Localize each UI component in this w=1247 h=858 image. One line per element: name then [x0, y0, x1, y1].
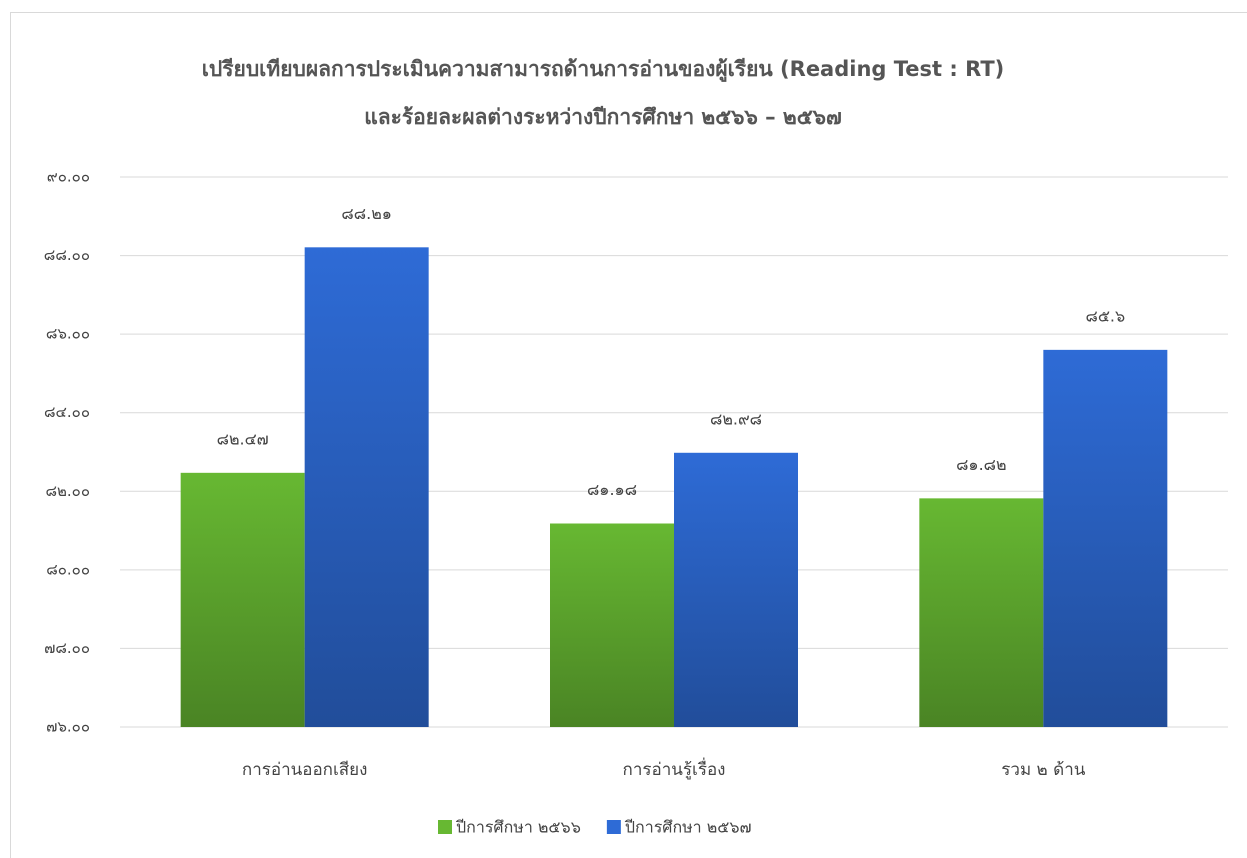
value-label: ๘๘.๒๑ — [341, 204, 391, 223]
chart-subtitle: และร้อยละผลต่างระหว่างปีการศึกษา ๒๕๖๖ – … — [364, 105, 842, 129]
y-tick-label: ๘๐.๐๐ — [46, 560, 90, 578]
y-tick-label: ๗๖.๐๐ — [46, 718, 90, 736]
value-label: ๘๕.๖ — [1085, 306, 1125, 325]
value-label: ๘๑.๘๒ — [956, 455, 1006, 474]
value-label: ๘๑.๑๘ — [587, 480, 637, 499]
legend-swatch — [606, 820, 621, 834]
y-tick-label: ๘๒.๐๐ — [45, 482, 90, 500]
bar — [1043, 349, 1168, 727]
y-tick-label: ๗๘.๐๐ — [44, 639, 90, 657]
legend-swatch — [438, 820, 452, 834]
y-tick-label: ๘๔.๐๐ — [44, 403, 90, 421]
bar — [550, 523, 674, 727]
bar — [304, 247, 429, 728]
value-label: ๘๒.๔๗ — [217, 429, 269, 448]
x-tick-label: การอ่านรู้เรื่อง — [623, 757, 726, 780]
chart-title: เปรียบเทียบผลการประเมินความสามารถด้านการ… — [202, 57, 1005, 83]
x-tick-label: รวม ๒ ด้าน — [1001, 760, 1085, 780]
x-tick-label: การอ่านออกเสียง — [242, 760, 368, 780]
bar — [674, 452, 798, 727]
legend-label: ปีการศึกษา ๒๕๖๖ — [456, 818, 581, 837]
bar — [919, 498, 1044, 727]
value-label: ๘๒.๙๘ — [710, 409, 762, 428]
y-tick-label: ๘๘.๐๐ — [44, 246, 90, 264]
bar — [180, 472, 305, 727]
y-tick-label: ๘๖.๐๐ — [46, 325, 90, 343]
legend-label: ปีการศึกษา ๒๕๖๗ — [624, 818, 751, 837]
y-tick-label: ๙๐.๐๐ — [47, 168, 90, 186]
